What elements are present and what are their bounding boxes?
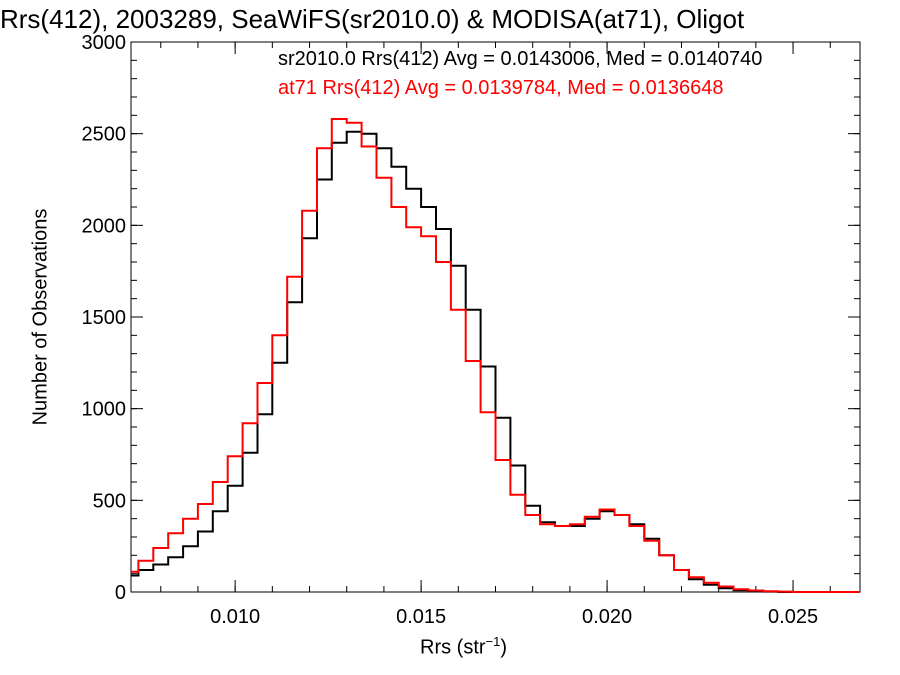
x-axis-label: Rrs (str−1): [420, 634, 507, 660]
plot-frame: [130, 41, 861, 593]
axis-tick-labels: 0.010 0.015 0.020 0.025 0 500 1000 1500 2000 2500…: [82, 32, 819, 628]
series-layer: [131, 118, 860, 593]
x-tick-label: 0.020: [582, 606, 632, 628]
series-line-0: [131, 130, 860, 593]
x-tick-label: 0.010: [210, 606, 260, 628]
x-axis-label-close: ): [500, 636, 508, 659]
x-tick-label: 0.025: [768, 606, 818, 628]
y-tick-label: 1500: [82, 307, 127, 329]
series-line-1: [131, 118, 860, 593]
x-axis-label-exponent: −1: [485, 634, 501, 649]
axis-ticks: [131, 41, 860, 593]
y-tick-label: 2500: [82, 124, 127, 146]
x-tick-label: 0.015: [396, 606, 446, 628]
y-tick-label: 3000: [82, 32, 127, 54]
y-tick-label: 1000: [82, 399, 127, 421]
y-tick-label: 2000: [82, 215, 127, 237]
chart-title: Rrs(412), 2003289, SeaWiFS(sr2010.0) & M…: [0, 4, 745, 34]
y-axis-label: Number of Observations: [29, 208, 52, 426]
x-axis-label-main: Rrs (str: [420, 636, 486, 659]
legend-entry-sr2010: sr2010.0 Rrs(412) Avg = 0.0143006, Med =…: [278, 48, 763, 70]
legend-entry-at71: at71 Rrs(412) Avg = 0.0139784, Med = 0.0…: [278, 77, 724, 99]
y-tick-label: 500: [93, 490, 126, 512]
y-tick-label: 0: [115, 582, 126, 604]
